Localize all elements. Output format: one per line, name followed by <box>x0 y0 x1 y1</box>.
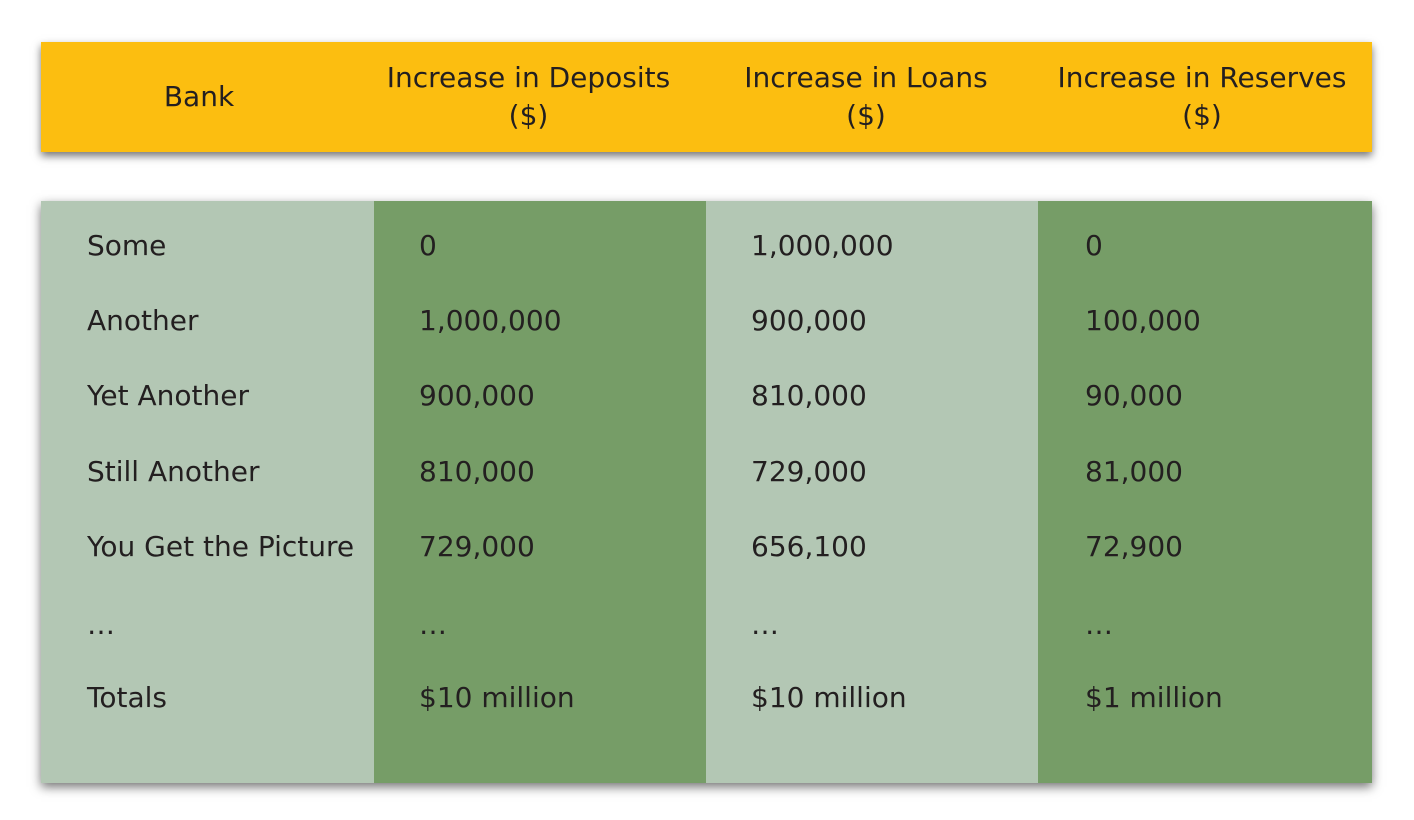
cell-deposits: 729,000 <box>419 530 535 563</box>
cell-loans: 1,000,000 <box>751 229 894 262</box>
cell-loans: 656,100 <box>751 530 867 563</box>
cell-reserves: 100,000 <box>1085 304 1201 337</box>
cell-reserves: $1 million <box>1085 681 1223 714</box>
cell-bank: Yet Another <box>87 379 249 412</box>
cell-deposits: 0 <box>419 229 437 262</box>
column-loans: 1,000,000 900,000 810,000 729,000 656,10… <box>706 201 1038 783</box>
column-deposits: 0 1,000,000 900,000 810,000 729,000 … $1… <box>374 201 706 783</box>
cell-reserves: 72,900 <box>1085 530 1183 563</box>
cell-bank: You Get the Picture <box>87 530 355 563</box>
cell-deposits: $10 million <box>419 681 575 714</box>
cell-reserves: 81,000 <box>1085 455 1183 488</box>
cell-reserves: 0 <box>1085 229 1103 262</box>
header-reserves-unit: ($) <box>1182 99 1222 132</box>
cell-loans: … <box>751 608 779 641</box>
cell-bank: … <box>87 608 115 641</box>
column-reserves: 0 100,000 90,000 81,000 72,900 … $1 mill… <box>1038 201 1372 783</box>
header-deposits: Increase in Deposits ($) <box>357 42 700 152</box>
cell-loans: 900,000 <box>751 304 867 337</box>
cell-loans: 729,000 <box>751 455 867 488</box>
header-deposits-label: Increase in Deposits <box>386 61 671 94</box>
cell-loans: $10 million <box>751 681 907 714</box>
cell-reserves: … <box>1085 608 1113 641</box>
cell-deposits: 900,000 <box>419 379 535 412</box>
cell-bank: Another <box>87 304 199 337</box>
table-body: Some Another Yet Another Still Another Y… <box>41 201 1372 783</box>
cell-reserves: 90,000 <box>1085 379 1183 412</box>
header-bank-label: Bank <box>163 80 235 113</box>
cell-deposits: 810,000 <box>419 455 535 488</box>
cell-bank: Still Another <box>87 455 260 488</box>
header-loans: Increase in Loans ($) <box>700 42 1032 152</box>
column-bank: Some Another Yet Another Still Another Y… <box>41 201 374 783</box>
table-header: Bank Increase in Deposits ($) Increase i… <box>41 42 1372 152</box>
header-deposits-unit: ($) <box>508 99 549 132</box>
header-loans-label: Increase in Loans <box>744 61 988 94</box>
header-reserves: Increase in Reserves ($) <box>1032 42 1372 152</box>
cell-bank: Some <box>87 229 167 262</box>
cell-bank: Totals <box>87 681 167 714</box>
cell-loans: 810,000 <box>751 379 867 412</box>
cell-deposits: 1,000,000 <box>419 304 562 337</box>
header-loans-unit: ($) <box>846 99 886 132</box>
cell-deposits: … <box>419 608 447 641</box>
header-bank: Bank <box>41 42 357 152</box>
header-reserves-label: Increase in Reserves <box>1057 61 1347 94</box>
